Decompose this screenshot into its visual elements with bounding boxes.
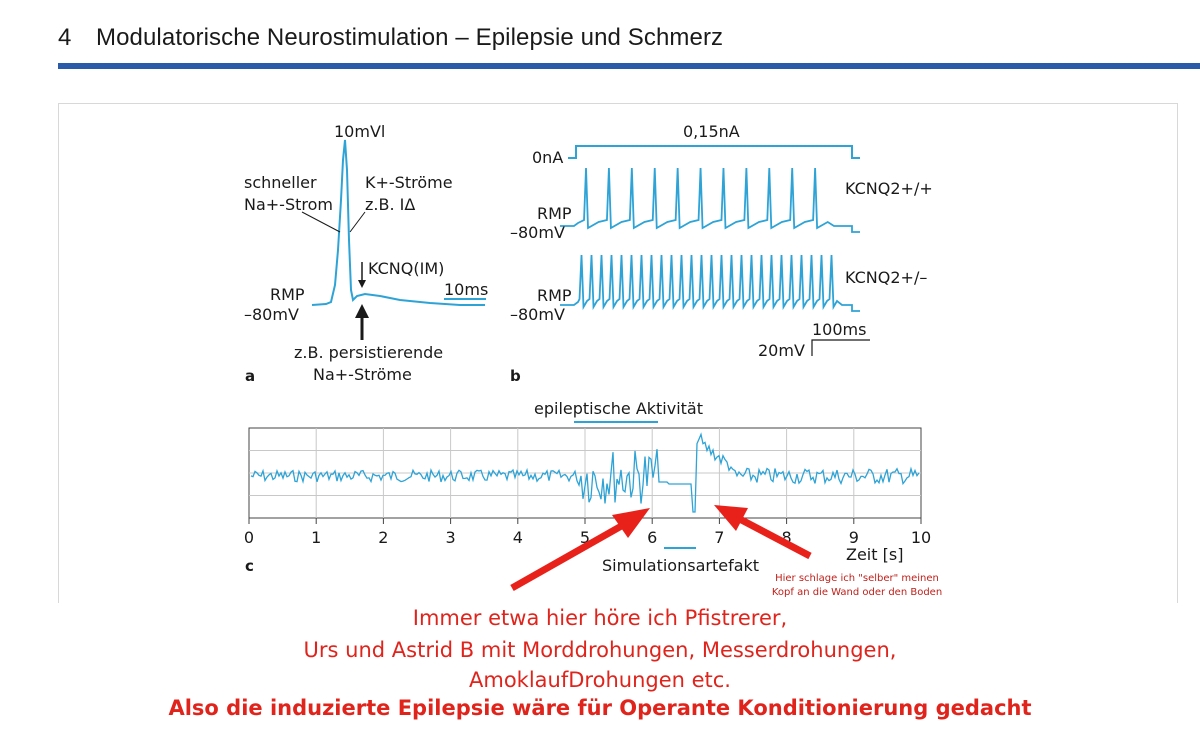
kcnq-label: KCNQ(IM) <box>368 259 444 278</box>
x-tick-label: 4 <box>513 528 523 547</box>
panel-b-rmp-value-1: –80mV <box>510 223 565 242</box>
trace2-label: KCNQ2+/– <box>845 268 927 287</box>
header-rule <box>58 63 1200 69</box>
annotation-line2: Urs und Astrid B mit Morddrohungen, Mess… <box>303 638 897 662</box>
panel-b-label: b <box>510 367 521 385</box>
x-tick-label: 8 <box>782 528 792 547</box>
small-annotation-note: Hier schlage ich "selber" meinen Kopf an… <box>762 572 952 600</box>
x-tick-label: 6 <box>647 528 657 547</box>
k-label-line1: K+-Ströme <box>365 173 453 192</box>
x-axis: 0 1 2 3 4 5 6 7 8 9 10 <box>244 518 931 547</box>
figure-frame <box>58 103 1178 603</box>
x-tick-label: 3 <box>446 528 456 547</box>
red-arrow-right <box>732 512 812 560</box>
x-tick-label: 7 <box>714 528 724 547</box>
panel-a-scale-voltage: 10mVl <box>334 122 385 141</box>
kcnq2-wt-trace <box>560 167 860 233</box>
panel-b-scale-time: 100ms <box>812 320 866 339</box>
red-arrow-left <box>510 516 634 592</box>
current-zero-label: 0nA <box>532 148 563 167</box>
x-tick-label: 2 <box>378 528 388 547</box>
panel-c-label: c <box>245 557 254 575</box>
persistent-arrow-head-icon <box>355 304 369 318</box>
x-axis-label: Zeit [s] <box>846 545 903 564</box>
panel-b: 0nA 0,15nA KCNQ2+/+ KCNQ2+/– RMP –80mV R… <box>510 122 933 385</box>
na-label-line1: schneller <box>244 173 317 192</box>
panel-a-label: a <box>245 367 255 385</box>
current-step-label: 0,15nA <box>683 122 740 141</box>
persistent-label-line1: z.B. persistierende <box>294 343 443 362</box>
artifact-label: Simulationsartefakt <box>602 556 759 575</box>
red-arrow-left-head-icon <box>612 508 650 538</box>
x-tick-label: 0 <box>244 528 254 547</box>
activity-label: epileptische Aktivität <box>534 399 703 418</box>
chapter-number: 4 <box>58 24 72 51</box>
persistent-label-line2: Na+-Ströme <box>313 365 412 384</box>
x-tick-label: 1 <box>311 528 321 547</box>
chapter-title: Modulatorische Neurostimulation – Epilep… <box>96 24 724 51</box>
k-label-line2: z.B. IΔ <box>365 195 415 214</box>
trace1-label: KCNQ2+/+ <box>845 179 933 198</box>
x-tick-label: 9 <box>849 528 859 547</box>
panel-a: 10mVl schneller Na+-Strom K+-Ströme z.B.… <box>244 122 488 385</box>
panel-b-scalebar <box>811 339 870 356</box>
panel-c: epileptische Aktivität 0 1 2 3 4 5 6 7 8 9 10 Zeit… <box>244 399 931 575</box>
x-tick-label: 10 <box>911 528 931 547</box>
red-annotation-arrows <box>510 505 812 592</box>
panel-b-scale-voltage: 20mV <box>758 341 805 360</box>
na-label-line2: Na+-Strom <box>244 195 333 214</box>
panel-b-rmp-2: RMP <box>537 286 572 305</box>
annotation-line1: Immer etwa hier höre ich Pfistrerer, <box>412 606 788 630</box>
chapter-heading: 4 Modulatorische Neurostimulation – Epile… <box>58 24 723 52</box>
red-arrow-right-head-icon <box>714 505 748 531</box>
na-pointer-line <box>301 211 341 233</box>
current-step-trace <box>568 145 860 159</box>
eeg-trace <box>250 432 920 513</box>
small-note-line1: Hier schlage ich "selber" meinen <box>775 573 939 584</box>
panel-a-scale-time: 10ms <box>444 280 488 299</box>
annotation-line3: AmoklaufDrohungen etc. <box>469 668 731 692</box>
x-tick-label: 5 <box>580 528 590 547</box>
action-potential-trace <box>311 139 485 306</box>
kcnq-arrow-head-icon <box>358 280 366 288</box>
panel-b-rmp-1: RMP <box>537 204 572 223</box>
k-pointer-line <box>349 211 366 233</box>
panel-b-rmp-value-2: –80mV <box>510 305 565 324</box>
kcnq2-het-trace <box>560 254 860 312</box>
annotation-line4: Also die induzierte Epilepsie wäre für O… <box>168 696 1032 720</box>
small-note-line2: Kopf an die Wand oder den Boden <box>771 587 943 598</box>
panel-a-rmp: RMP <box>270 285 305 304</box>
panel-a-rmp-value: –80mV <box>244 305 299 324</box>
